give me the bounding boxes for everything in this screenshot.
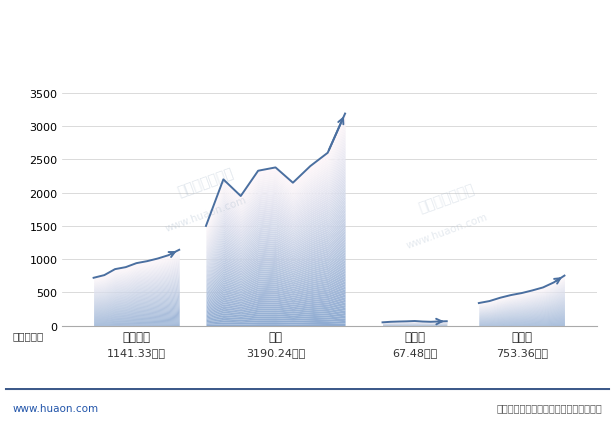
Text: 67.48亿元: 67.48亿元 — [392, 347, 437, 357]
Bar — [9, 11, 20, 34]
Text: 数据来源：保监会，华经产业研究院整理: 数据来源：保监会，华经产业研究院整理 — [497, 403, 603, 413]
Text: 财产保险: 财产保险 — [122, 330, 151, 343]
Text: 单位：亿元: 单位：亿元 — [12, 330, 44, 340]
Text: 意外险: 意外险 — [404, 330, 425, 343]
Text: 寿险: 寿险 — [269, 330, 282, 343]
Text: 健康险: 健康险 — [511, 330, 532, 343]
Bar — [22, 11, 30, 34]
Text: www.huaon.com: www.huaon.com — [12, 403, 98, 413]
Text: 华经情报网: 华经情报网 — [37, 16, 74, 29]
Text: www.huaon.com: www.huaon.com — [164, 195, 248, 234]
Text: 专业严谨 • 客观科学: 专业严谨 • 客观科学 — [530, 17, 597, 27]
Text: 2016-2024年1-11月江苏保险分险种收入统计: 2016-2024年1-11月江苏保险分险种收入统计 — [183, 58, 432, 74]
Text: 华经产业研究院: 华经产业研究院 — [176, 165, 236, 199]
Text: 华经产业研究院: 华经产业研究院 — [417, 181, 477, 215]
Text: www.huaon.com: www.huaon.com — [405, 211, 489, 250]
Text: 3190.24亿元: 3190.24亿元 — [246, 347, 305, 357]
Text: 1141.33亿元: 1141.33亿元 — [107, 347, 166, 357]
Text: 753.36亿元: 753.36亿元 — [496, 347, 547, 357]
